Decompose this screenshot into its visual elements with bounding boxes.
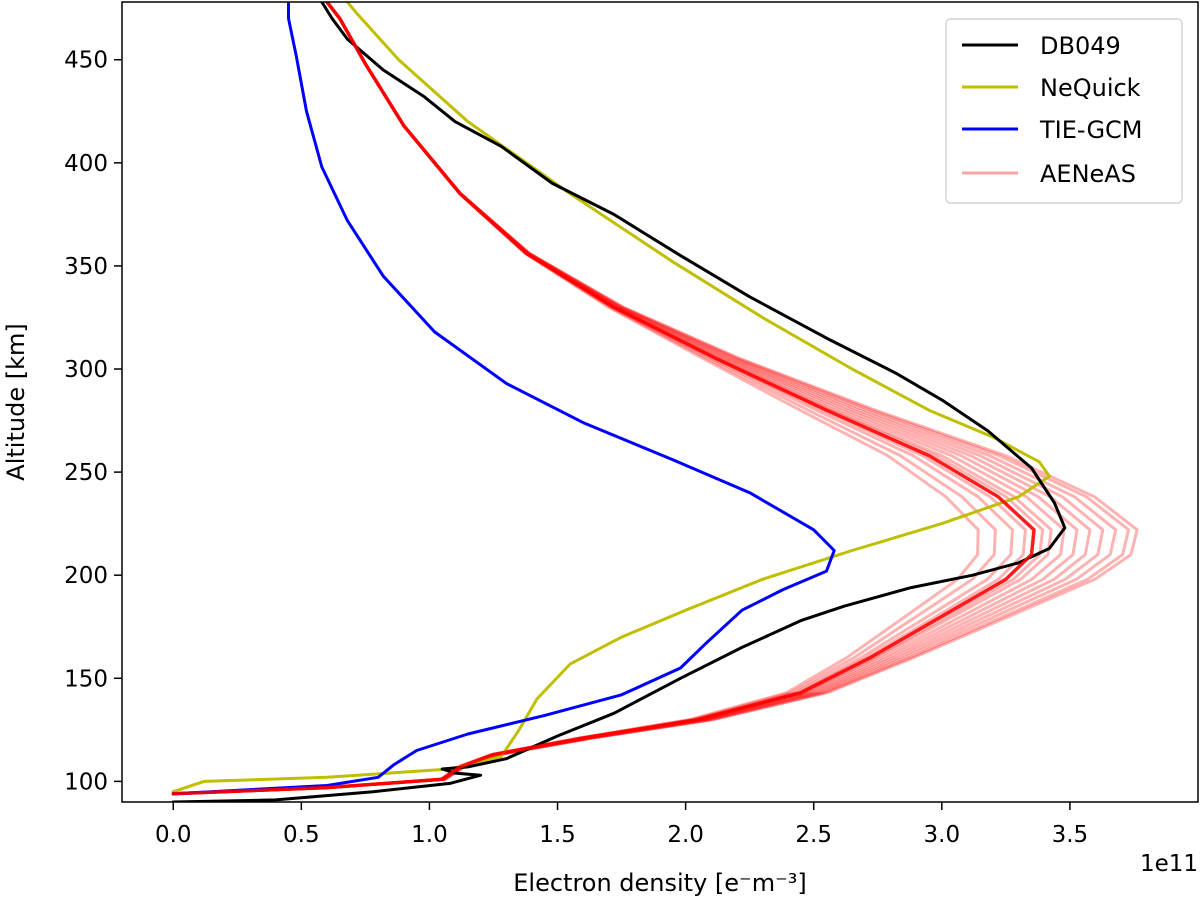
series-lines <box>171 2 1067 802</box>
series-line-db049 <box>171 2 1067 802</box>
x-tick-label: 2.5 <box>795 822 832 848</box>
series-line-aeneas <box>171 2 1036 796</box>
y-tick-label: 100 <box>64 769 108 795</box>
y-axis-label: Altitude [km] <box>2 323 30 480</box>
legend-frame <box>945 18 1183 204</box>
y-tick-label: 150 <box>64 666 108 692</box>
plot-area <box>171 2 1139 802</box>
x-tick-label: 0.0 <box>155 822 192 848</box>
x-tick-label: 3.0 <box>924 822 961 848</box>
legend-label-aeneas: AENeAS <box>1040 160 1136 188</box>
x-axis: 0.0 0.5 1.0 1.5 2.0 2.5 3.0 3.5 <box>155 802 1088 848</box>
legend-label-nequick: NeQuick <box>1040 74 1141 102</box>
x-tick-label: 0.5 <box>283 822 320 848</box>
y-tick-label: 350 <box>64 254 108 280</box>
y-axis: 100 150 200 250 300 350 400 450 <box>64 48 122 795</box>
x-offset-label: 1e11 <box>1140 851 1198 877</box>
x-tick-label: 2.0 <box>667 822 704 848</box>
y-tick-label: 450 <box>64 48 108 74</box>
x-axis-label: Electron density [e⁻m⁻³] <box>513 869 807 897</box>
x-tick-label: 1.0 <box>411 822 448 848</box>
y-tick-label: 400 <box>64 151 108 177</box>
y-tick-label: 300 <box>64 357 108 383</box>
plot-frame <box>121 1 1199 803</box>
legend-label-db049: DB049 <box>1040 32 1121 60</box>
x-tick-label: 1.5 <box>539 822 576 848</box>
legend-label-tie-gcm: TIE-GCM <box>1039 116 1143 144</box>
y-tick-label: 200 <box>64 563 108 589</box>
x-tick-label: 3.5 <box>1052 822 1089 848</box>
series-line-tie-gcm <box>171 2 836 796</box>
legend: DB049 NeQuick TIE-GCM AENeAS <box>945 18 1183 204</box>
y-tick-label: 250 <box>64 460 108 486</box>
